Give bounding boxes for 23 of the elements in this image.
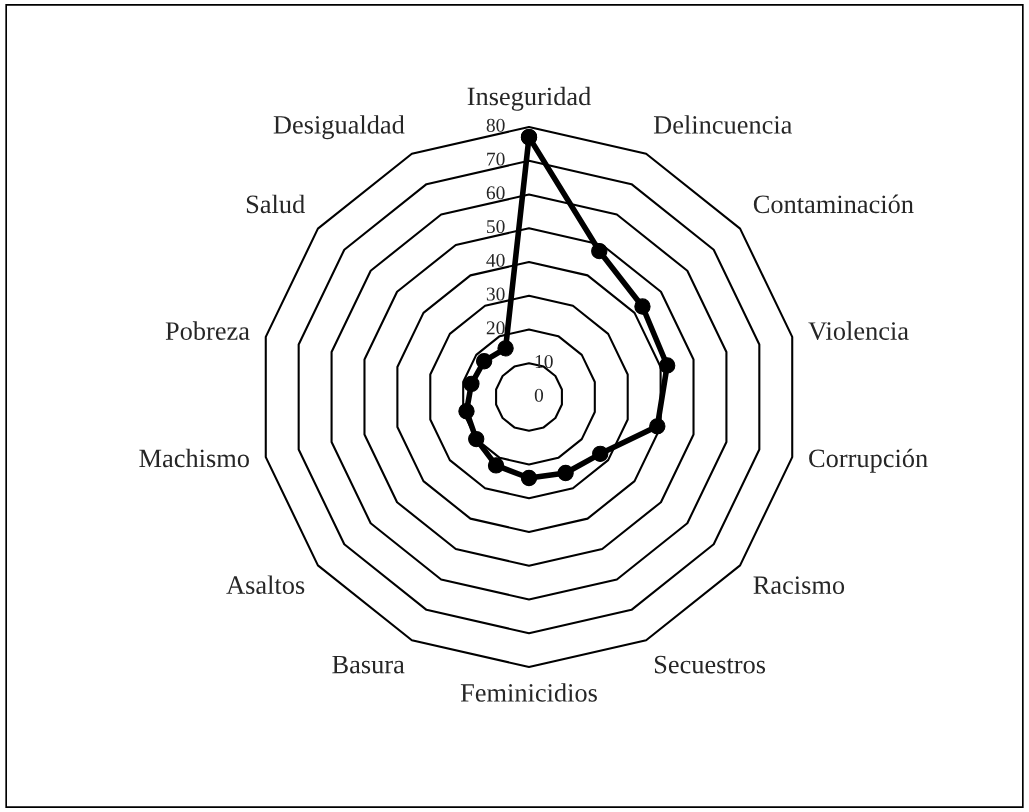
y-tick-label: 0 xyxy=(534,388,544,402)
spoke-label: Inseguridad xyxy=(467,86,591,111)
y-tick-label: 60 xyxy=(486,186,505,200)
y-tick-label: 70 xyxy=(487,152,505,166)
spoke-label: Delincuencia xyxy=(653,115,793,134)
spoke-label: Basura xyxy=(332,655,405,674)
spoke-label: Violencia xyxy=(808,321,909,341)
y-tick-label: 40 xyxy=(486,253,505,267)
spoke-label: Desigualdad xyxy=(273,115,405,140)
spoke-label: Salud xyxy=(246,194,305,214)
spoke-label: Contaminación xyxy=(753,194,914,214)
spoke-label: Secuestros xyxy=(654,655,766,674)
spoke-label: Machismo xyxy=(139,448,249,468)
spoke-label: Racismo xyxy=(753,576,845,595)
y-tick-label: 20 xyxy=(486,321,505,335)
spoke-label: Feminicidios xyxy=(460,683,597,702)
spoke-label: Corrupción xyxy=(809,448,928,473)
y-tick-label: 50 xyxy=(487,220,505,234)
spoke-label: Asaltos xyxy=(226,575,305,595)
y-tick-label: 30 xyxy=(486,287,505,301)
y-tick-label: 80 xyxy=(486,118,505,132)
spoke-label: Pobreza xyxy=(165,321,250,340)
y-tick-label: 10 xyxy=(535,355,553,369)
